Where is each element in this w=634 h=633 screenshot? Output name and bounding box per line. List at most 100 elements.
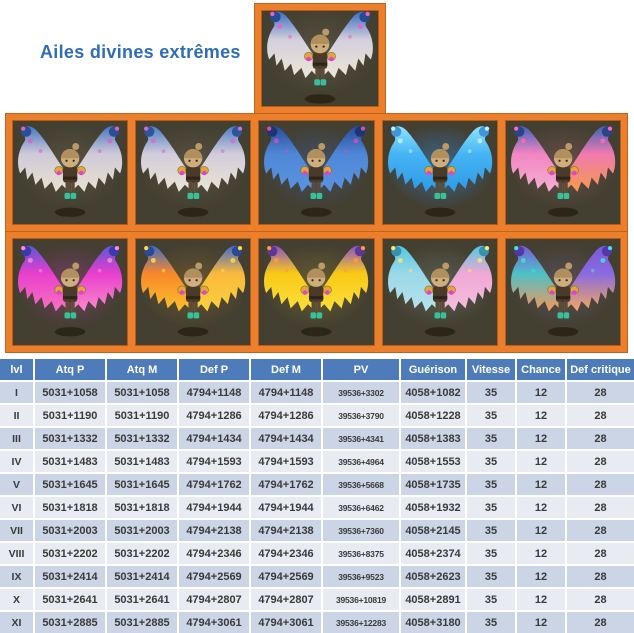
table-cell: 4794+2346	[251, 543, 321, 564]
table-cell: 5031+2003	[107, 520, 177, 541]
character-sprite	[54, 143, 86, 217]
table-cell: 35	[467, 474, 515, 495]
character-sprite	[177, 262, 209, 337]
right-wing	[440, 126, 492, 192]
wing-image-wings-blue	[258, 120, 375, 225]
table-cell: 12	[517, 589, 565, 610]
table-cell: 28	[567, 451, 634, 472]
table-cell: 4058+2623	[401, 566, 465, 587]
table-cell: 5031+2414	[35, 566, 105, 587]
gallery-frame-top	[254, 3, 386, 114]
table-cell: 4794+3061	[251, 612, 321, 633]
table-cell: 35	[467, 497, 515, 518]
table-cell: 4794+1593	[251, 451, 321, 472]
table-cell: 4794+2807	[251, 589, 321, 610]
table-cell: 39536+7360	[323, 520, 399, 541]
right-wing	[317, 126, 369, 192]
table-cell: 4794+1762	[179, 474, 249, 495]
table-cell: 39536+12283	[323, 612, 399, 633]
table-cell: 4058+1932	[401, 497, 465, 518]
table-cell: 5031+2885	[107, 612, 177, 633]
table-cell: 12	[517, 405, 565, 426]
character-sprite	[424, 262, 456, 337]
wing-image-wings-pink-orange	[504, 120, 622, 225]
table-row-level: X	[0, 589, 33, 610]
table-row-level: IX	[0, 566, 33, 587]
table-cell: 28	[567, 520, 634, 541]
table-cell: 35	[467, 428, 515, 449]
table-cell: 4794+1944	[251, 497, 321, 518]
table-cell: 4794+1286	[179, 405, 249, 426]
table-header-pv: PV	[323, 359, 399, 380]
wing-sprite	[507, 243, 618, 337]
left-wing	[510, 126, 562, 192]
right-wing	[71, 245, 123, 312]
character-sprite	[547, 143, 579, 217]
wing-sprite	[384, 123, 495, 217]
table-cell: 28	[567, 405, 634, 426]
table-cell: 5031+1645	[107, 474, 177, 495]
table-header-def-m: Def M	[251, 359, 321, 380]
table-cell: 12	[517, 543, 565, 564]
wing-sprite	[15, 123, 126, 217]
right-wing	[71, 126, 123, 192]
table-cell: 4058+1735	[401, 474, 465, 495]
table-header-gu-rison: Guérison	[401, 359, 465, 380]
table-header-def-p: Def P	[179, 359, 249, 380]
table-cell: 35	[467, 612, 515, 633]
wing-image-wings-pastel-multicolor	[381, 238, 498, 346]
table-row-level: VI	[0, 497, 33, 518]
wing-sprite	[261, 123, 372, 217]
table-cell: 28	[567, 497, 634, 518]
wing-sprite	[138, 243, 249, 337]
page-title: Ailes divines extrêmes	[40, 42, 241, 62]
table-cell: 4794+2346	[179, 543, 249, 564]
table-cell: 39536+3302	[323, 382, 399, 403]
table-cell: 35	[467, 451, 515, 472]
table-row-level: II	[0, 405, 33, 426]
right-wing	[317, 245, 369, 312]
table-cell: 4058+2145	[401, 520, 465, 541]
table-cell: 5031+2641	[107, 589, 177, 610]
table-cell: 5031+1058	[107, 382, 177, 403]
left-wing	[141, 126, 193, 192]
table-cell: 5031+1483	[107, 451, 177, 472]
character-sprite	[54, 262, 86, 337]
right-wing	[440, 245, 492, 312]
table-cell: 4794+1286	[251, 405, 321, 426]
table-row-level: VIII	[0, 543, 33, 564]
table-header-atq-p: Atq P	[35, 359, 105, 380]
table-cell: 28	[567, 566, 634, 587]
wing-image-wings-white-blue	[135, 120, 252, 225]
right-wing	[194, 126, 246, 192]
table-cell: 5031+1483	[35, 451, 105, 472]
right-wing	[194, 245, 246, 312]
table-cell: 4794+1434	[179, 428, 249, 449]
table-row-level: IV	[0, 451, 33, 472]
left-wing	[18, 245, 70, 312]
table-cell: 12	[517, 520, 565, 541]
table-cell: 35	[467, 382, 515, 403]
table-cell: 5031+1058	[35, 382, 105, 403]
character-sprite	[547, 262, 579, 337]
table-cell: 4058+1228	[401, 405, 465, 426]
table-cell: 28	[567, 612, 634, 633]
table-cell: 12	[517, 497, 565, 518]
table-cell: 5031+1818	[107, 497, 177, 518]
left-wing	[264, 126, 316, 192]
wing-sprite	[15, 243, 126, 337]
table-cell: 5031+2202	[35, 543, 105, 564]
table-cell: 4058+2374	[401, 543, 465, 564]
table-cell: 5031+2885	[35, 612, 105, 633]
character-sprite	[304, 28, 336, 104]
table-cell: 4794+1434	[251, 428, 321, 449]
table-cell: 5031+1332	[107, 428, 177, 449]
left-wing	[387, 126, 439, 192]
wing-sprite	[138, 123, 249, 217]
table-cell: 39536+4964	[323, 451, 399, 472]
table-row-level: VII	[0, 520, 33, 541]
table-cell: 4058+1383	[401, 428, 465, 449]
table-cell: 4058+1082	[401, 382, 465, 403]
character-sprite	[300, 262, 333, 337]
table-cell: 5031+2202	[107, 543, 177, 564]
